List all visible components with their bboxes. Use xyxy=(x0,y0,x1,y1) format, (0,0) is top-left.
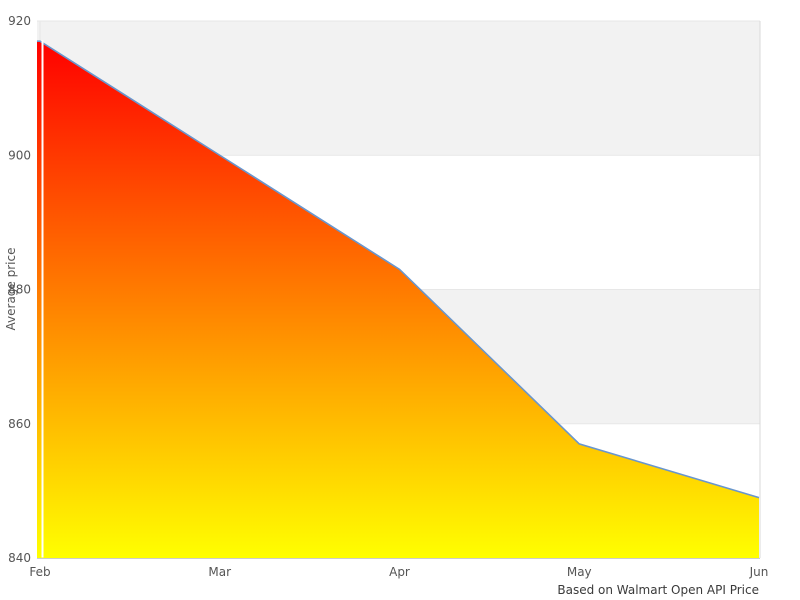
x-tick-label: May xyxy=(567,565,592,579)
x-tick-label: Jun xyxy=(749,565,769,579)
y-tick-label: 840 xyxy=(8,551,31,565)
y-tick-label: 880 xyxy=(8,283,31,297)
y-tick-label: 860 xyxy=(8,417,31,431)
chart-caption: Based on Walmart Open API Price xyxy=(557,583,759,597)
y-tick-label: 920 xyxy=(8,14,31,28)
x-tick-label: Feb xyxy=(29,565,50,579)
y-axis-title: Average price xyxy=(4,247,18,331)
y-tick-label: 900 xyxy=(8,148,31,162)
x-tick-label: Mar xyxy=(208,565,231,579)
area-fill xyxy=(37,41,759,558)
price-line xyxy=(37,40,760,499)
x-tick-label: Apr xyxy=(389,565,410,579)
